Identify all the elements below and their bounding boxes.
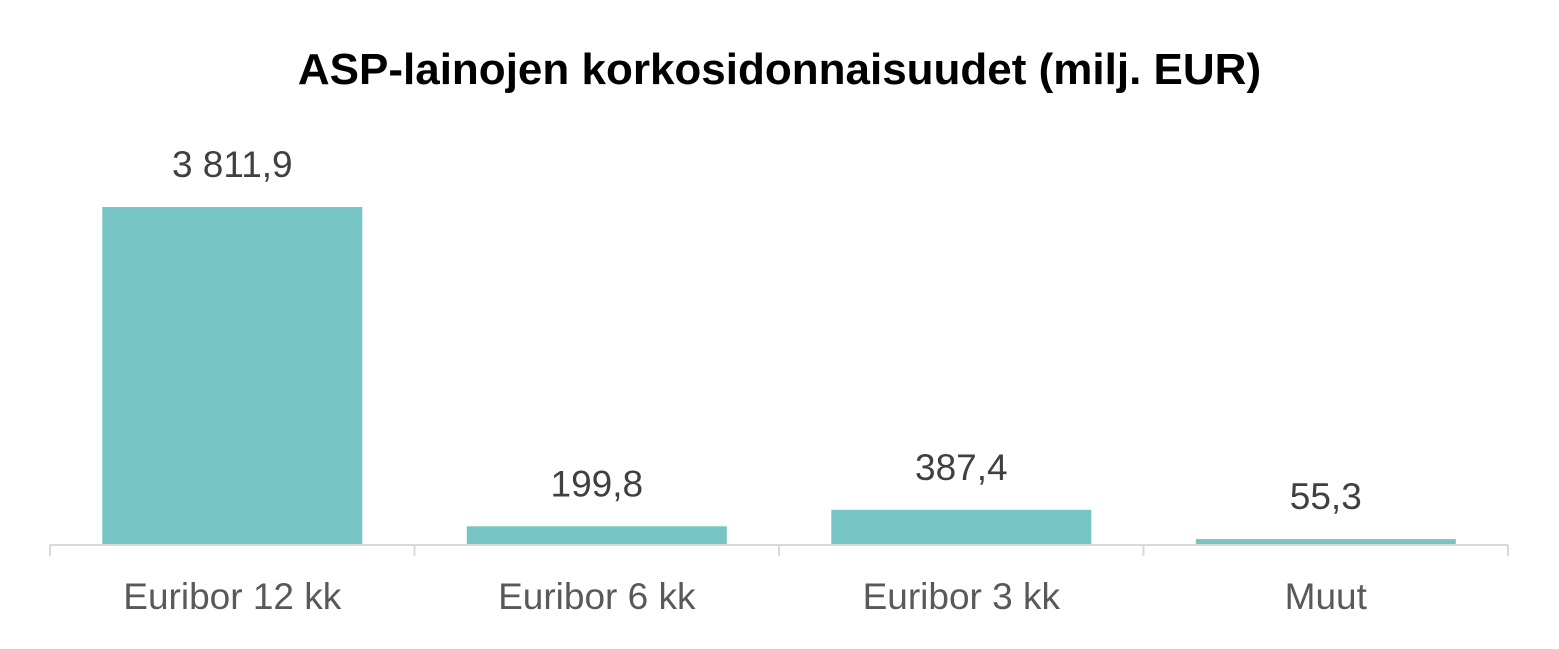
bar-4 <box>1195 539 1456 544</box>
data-label-2: 199,8 <box>551 463 644 504</box>
data-label-1: 3 811,9 <box>172 144 293 185</box>
x-tick-labels-group: Euribor 12 kk Euribor 6 kk Euribor 3 kk Muu… <box>123 576 1367 617</box>
data-label-3: 387,4 <box>915 447 1008 488</box>
bars-group <box>102 207 1456 544</box>
x-axis <box>49 544 1509 556</box>
data-labels-group: 3 811,9 199,8 387,4 55,3 <box>172 144 1362 517</box>
x-tick-label-2: Euribor 6 kk <box>498 576 696 617</box>
chart-title: ASP-lainojen korkosidonnaisuudet (milj. … <box>298 45 1261 94</box>
x-tick-label-3: Euribor 3 kk <box>863 576 1061 617</box>
bar-1 <box>102 207 363 544</box>
data-label-4: 55,3 <box>1290 476 1362 517</box>
bar-3 <box>831 509 1092 544</box>
x-tick-label-1: Euribor 12 kk <box>123 576 341 617</box>
x-tick-label-4: Muut <box>1285 576 1368 617</box>
bar-2 <box>466 526 727 544</box>
